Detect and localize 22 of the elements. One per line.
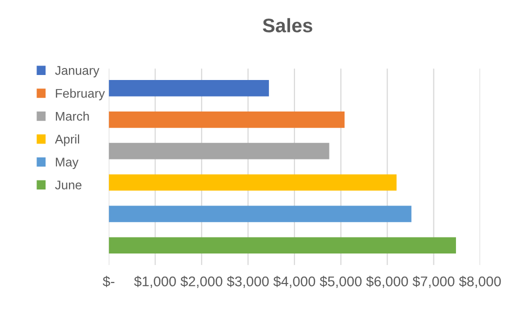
- bar: [108, 174, 397, 191]
- chart-title: Sales: [262, 18, 312, 32]
- x-tick-label: $3,000: [226, 276, 269, 288]
- bar: [108, 237, 456, 254]
- x-tick-label: $2,000: [180, 276, 222, 288]
- bar: [108, 111, 345, 128]
- bar: [108, 142, 330, 160]
- legend-label: January: [55, 66, 100, 78]
- bar: [108, 206, 412, 222]
- bar: [108, 80, 269, 96]
- x-tick-label: $8,000: [459, 276, 501, 288]
- x-tick-label: $4,000: [273, 276, 316, 288]
- legend-label: May: [56, 158, 78, 169]
- legend-label: April: [54, 134, 80, 146]
- x-tick-label: $-: [102, 276, 114, 288]
- x-tick-label: $1,000: [134, 276, 176, 288]
- x-tick-label: $7,000: [412, 276, 454, 288]
- legend-label: June: [55, 180, 82, 190]
- legend-label: February: [56, 88, 105, 100]
- legend-label: March: [56, 112, 89, 121]
- x-tick-label: $6,000: [366, 276, 408, 288]
- x-tick-label: $5,000: [320, 276, 362, 288]
